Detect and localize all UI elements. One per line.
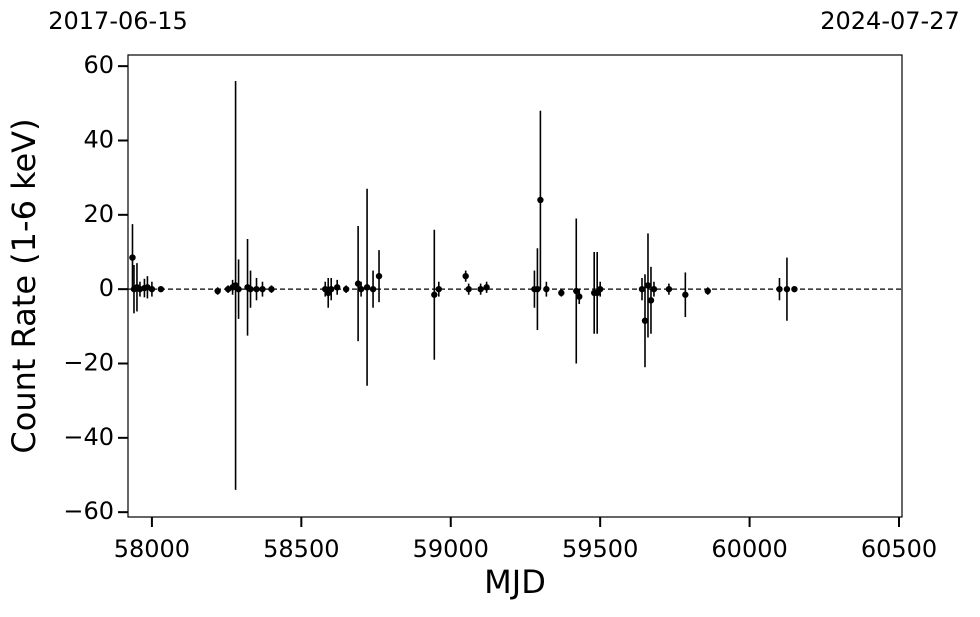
data-point: [431, 291, 438, 298]
data-point: [148, 285, 156, 293]
data-point: [462, 272, 469, 280]
data-point: [435, 285, 442, 293]
data-point: [682, 291, 689, 298]
data-point: [342, 285, 350, 293]
data-point: [328, 285, 335, 293]
data-point: [665, 285, 673, 293]
x-tick-label: 60500: [861, 535, 937, 563]
data-point: [596, 285, 604, 293]
x-tick-label: 58000: [114, 535, 190, 563]
y-tick-label: −40: [63, 423, 114, 451]
y-axis-label: Count Rate (1-6 keV): [5, 118, 43, 453]
data-point: [268, 285, 275, 293]
data-point: [375, 272, 383, 280]
x-tick-label: 58500: [263, 535, 339, 563]
data-point: [576, 293, 583, 300]
data-point: [776, 285, 783, 293]
data-point: [537, 196, 544, 204]
x-axis-label: MJD: [484, 563, 546, 601]
y-tick-label: 60: [83, 51, 114, 79]
data-point: [477, 285, 484, 293]
top-label: 2017-06-15: [48, 7, 187, 35]
data-point: [647, 297, 655, 304]
data-point: [157, 285, 165, 293]
data-point: [369, 285, 377, 293]
data-point: [214, 287, 221, 295]
data-point: [333, 284, 341, 291]
data-point: [354, 280, 362, 287]
x-tick-label: 60000: [711, 535, 787, 563]
data-point: [558, 289, 565, 297]
data-point: [253, 285, 260, 293]
data-point: [704, 287, 711, 295]
data-point: [465, 285, 472, 293]
data-point: [641, 317, 649, 324]
data-point: [357, 285, 365, 293]
y-tick-label: 40: [83, 125, 114, 153]
data-point: [363, 284, 371, 291]
data-point: [543, 285, 550, 293]
x-tick-label: 59000: [413, 535, 489, 563]
data-point: [573, 287, 580, 295]
data-point: [783, 285, 791, 293]
data-point: [791, 285, 798, 293]
data-point: [534, 285, 541, 293]
y-tick-label: 20: [83, 200, 114, 228]
data-point: [483, 284, 490, 291]
data-point: [129, 254, 136, 261]
data-point: [259, 285, 266, 293]
data-point: [644, 282, 652, 289]
plot-frame: [127, 54, 903, 518]
data-point: [235, 285, 242, 293]
y-tick-label: −20: [63, 348, 114, 376]
top-label: 2024-07-27: [820, 7, 959, 35]
y-tick-label: −60: [63, 497, 114, 525]
data-point: [638, 285, 646, 293]
data-point: [247, 285, 254, 293]
x-tick-label: 59500: [562, 535, 638, 563]
y-tick-label: 0: [99, 274, 114, 302]
data-point: [650, 285, 658, 293]
